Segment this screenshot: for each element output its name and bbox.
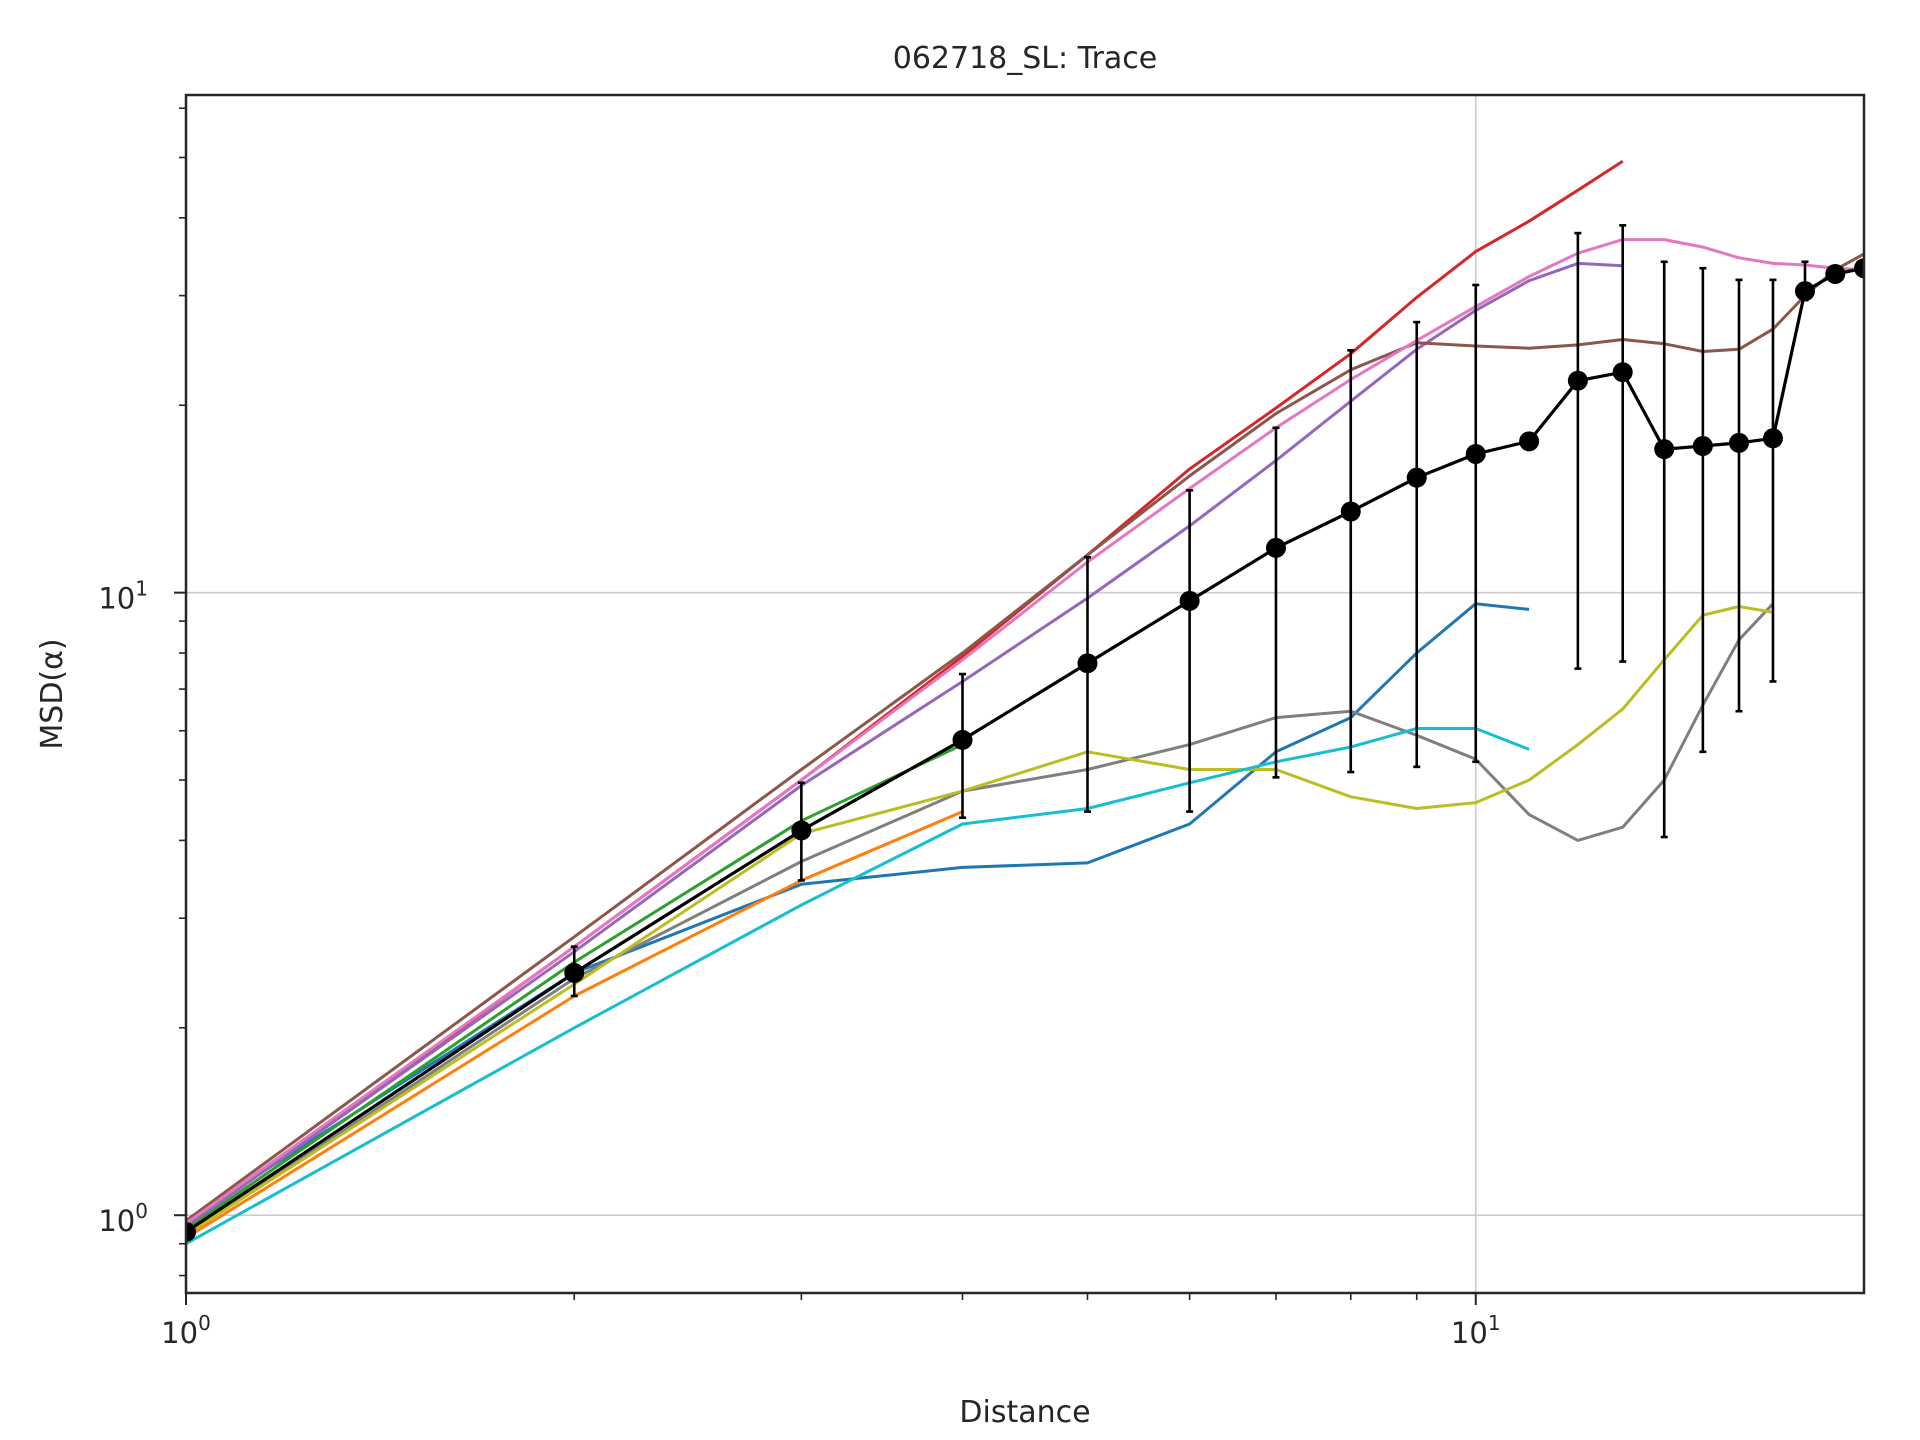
series-line-series-2 xyxy=(186,810,964,1240)
mean-point xyxy=(1825,263,1846,284)
mean-point xyxy=(564,962,585,983)
series-line-series-3 xyxy=(186,743,964,1231)
mean-point xyxy=(1340,501,1361,522)
mean-point xyxy=(1567,370,1588,391)
mean-point xyxy=(1762,428,1783,449)
mean-point xyxy=(1612,362,1633,383)
mean-point xyxy=(1729,432,1750,453)
series-line-series-6 xyxy=(186,252,1864,1222)
mean-point xyxy=(1265,537,1286,558)
chart-title: 062718_SL: Trace xyxy=(893,41,1158,76)
x-axis-label: Distance xyxy=(959,1395,1090,1430)
mean-point xyxy=(1465,443,1486,464)
mean-point xyxy=(952,729,973,750)
mean-point xyxy=(1692,436,1713,457)
y-tick-label: 100 xyxy=(98,1199,148,1238)
y-tick-label: 101 xyxy=(98,577,148,616)
series-line-series-9 xyxy=(186,605,1774,1237)
mean-point xyxy=(1519,431,1540,452)
mean-point xyxy=(791,820,812,841)
mean-point xyxy=(1179,590,1200,611)
mean-point xyxy=(186,1221,196,1242)
x-tick-label: 101 xyxy=(1451,1311,1501,1350)
series-line-series-7 xyxy=(186,238,1864,1225)
y-axis-label: MSD(α) xyxy=(35,638,70,749)
axis-ticks: 100 101 100 101 xyxy=(98,107,1501,1350)
mean-point xyxy=(1654,439,1675,460)
series-line-series-1 xyxy=(186,602,1530,1222)
x-tick-label: 100 xyxy=(161,1311,211,1350)
mean-series xyxy=(186,224,1864,1242)
plot-frame xyxy=(184,93,1866,1295)
mean-point xyxy=(1854,258,1864,279)
mean-point xyxy=(1794,281,1815,302)
mean-point xyxy=(1406,467,1427,488)
mean-point xyxy=(1077,653,1098,674)
